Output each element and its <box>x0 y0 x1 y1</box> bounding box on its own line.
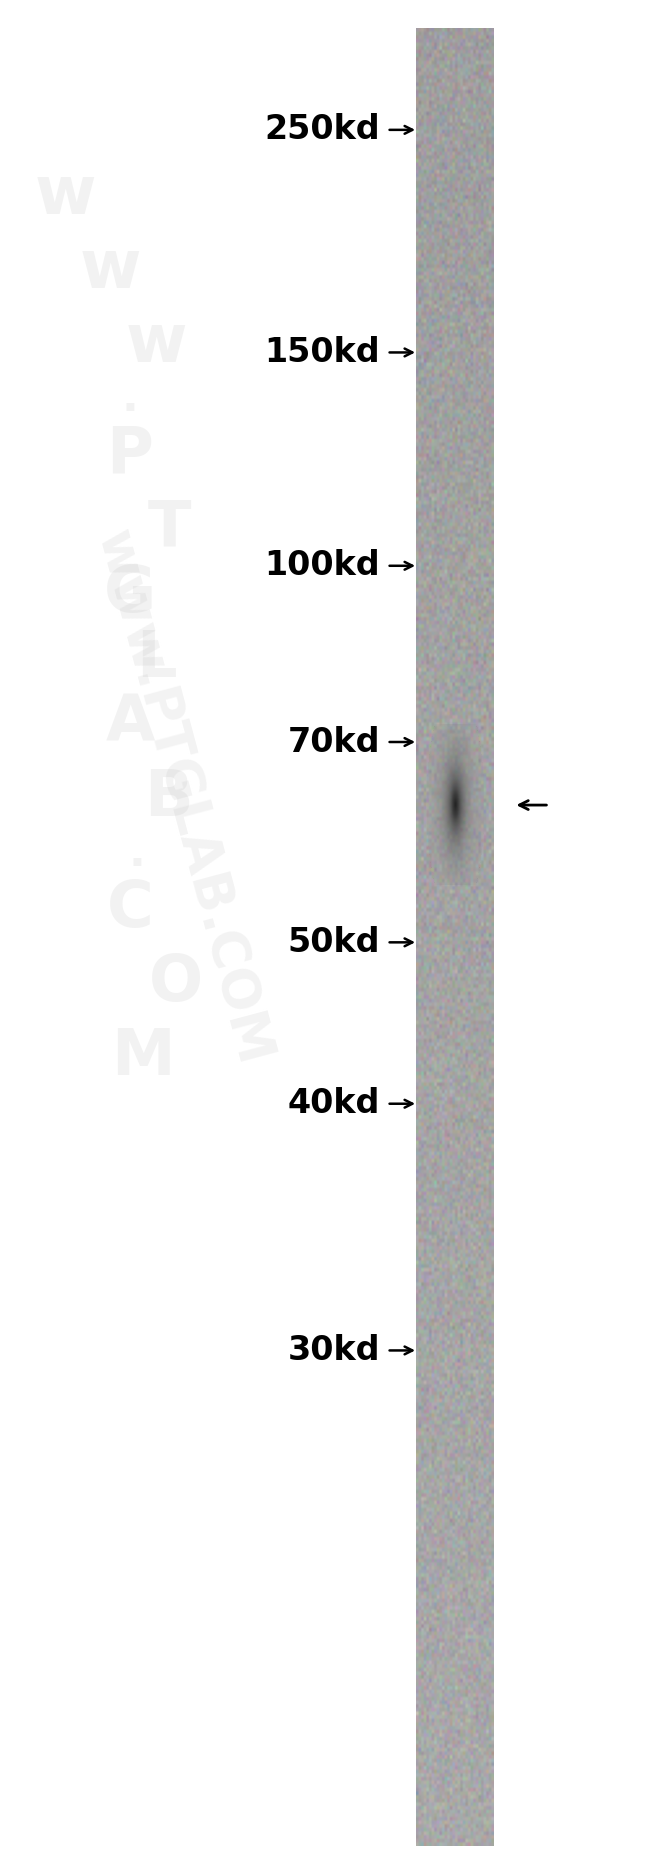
Text: O: O <box>148 952 203 1015</box>
Text: 30kd: 30kd <box>288 1334 380 1367</box>
Text: A: A <box>105 692 155 755</box>
Text: 150kd: 150kd <box>265 336 380 369</box>
Text: 40kd: 40kd <box>288 1087 380 1120</box>
Text: B: B <box>144 766 194 829</box>
Text: .: . <box>122 377 138 421</box>
Text: w: w <box>34 161 96 228</box>
Text: www.PTGLAB.COM: www.PTGLAB.COM <box>86 525 278 1070</box>
Text: w: w <box>80 236 141 302</box>
Text: w: w <box>125 310 187 377</box>
Text: T: T <box>148 497 190 560</box>
Text: P: P <box>107 423 153 486</box>
Text: 100kd: 100kd <box>265 549 380 582</box>
Text: C: C <box>107 877 153 940</box>
Text: L: L <box>136 627 176 690</box>
Text: 250kd: 250kd <box>265 113 380 147</box>
Text: G: G <box>104 562 156 625</box>
Text: 70kd: 70kd <box>288 725 380 759</box>
Text: M: M <box>111 1026 175 1089</box>
Text: 50kd: 50kd <box>288 926 380 959</box>
Text: .: . <box>128 831 145 876</box>
